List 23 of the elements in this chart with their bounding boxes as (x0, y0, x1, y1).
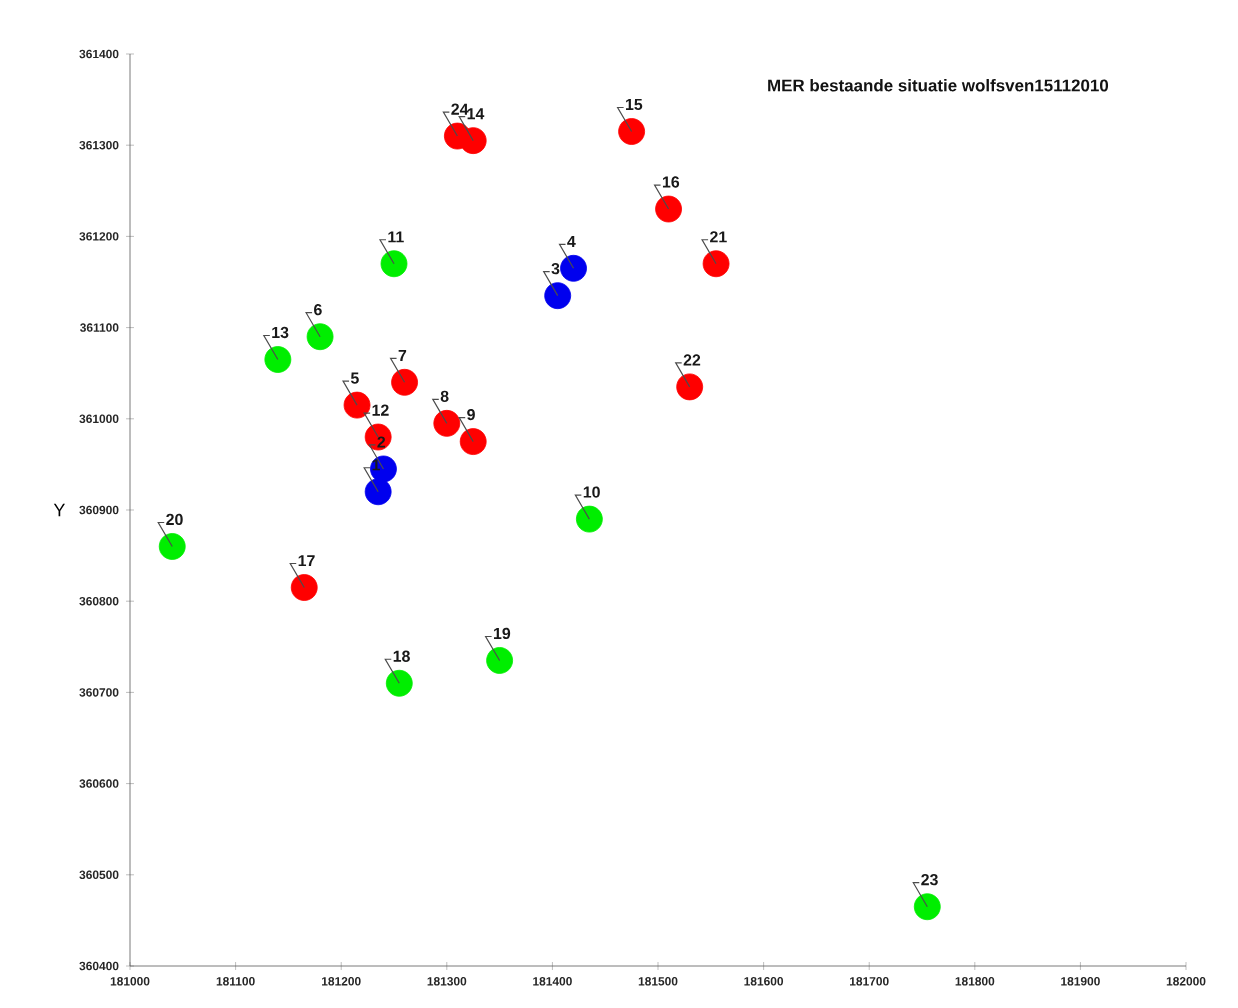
point (290, 574, 318, 601)
point (264, 346, 292, 373)
y-axis-title: Y (53, 503, 65, 517)
point (364, 478, 392, 506)
point (618, 118, 646, 145)
point (655, 195, 682, 223)
point (433, 409, 461, 437)
point (391, 368, 418, 396)
point (459, 127, 487, 155)
point (343, 391, 371, 419)
point (306, 323, 334, 351)
point (459, 428, 487, 455)
text: MER bestaande situatie wolfsven15112010 (768, 79, 1109, 92)
point (385, 669, 413, 697)
point (486, 647, 513, 674)
point (575, 505, 603, 533)
point (560, 254, 587, 282)
point (913, 893, 941, 921)
point (676, 373, 704, 401)
point (702, 250, 730, 278)
point (380, 250, 408, 278)
point (158, 533, 186, 560)
point (544, 282, 572, 310)
